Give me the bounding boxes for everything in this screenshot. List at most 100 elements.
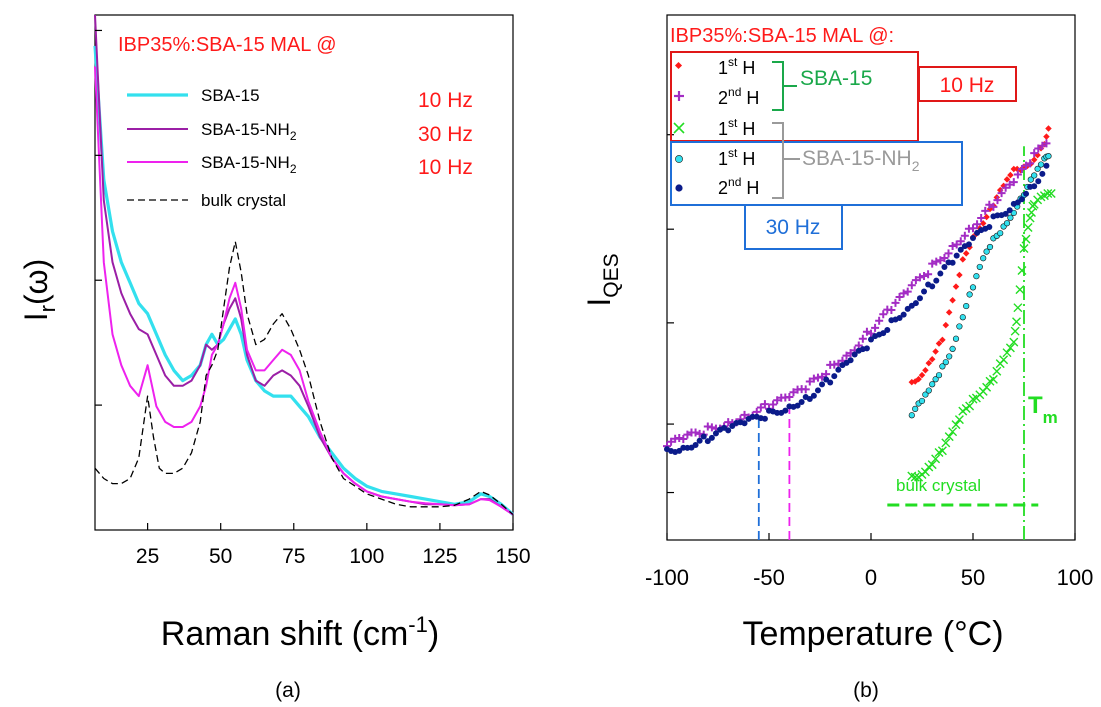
panel-b-point-series-4: [970, 234, 976, 241]
panel-b-point-series-1: [773, 396, 782, 405]
panel-b-point-series-4: [819, 381, 826, 388]
panel-b-point-series-1: [862, 327, 871, 336]
panel-b-point-series-1: [956, 237, 965, 246]
panel-b-point-series-1: [785, 393, 794, 402]
panel-b-point-series-0: [959, 256, 967, 263]
panel-b-point-series-1: [858, 334, 867, 343]
panel-b-point-series-1: [989, 202, 998, 211]
panel-b-point-series-2: [1012, 317, 1022, 327]
panel-b-x-tick-label: -50: [753, 565, 785, 590]
panel-b-point-series-4: [725, 427, 732, 434]
panel-b-point-series-2: [1029, 199, 1039, 209]
panel-b-point-series-4: [692, 442, 699, 449]
panel-b-point-series-1: [679, 435, 688, 444]
panel-b-point-series-4: [741, 420, 748, 427]
panel-b-point-series-3: [1037, 161, 1045, 168]
panel-b-point-series-4: [900, 311, 907, 318]
panel-b-point-series-2: [1021, 234, 1031, 244]
panel-b-point-series-2: [941, 438, 951, 448]
panel-a-x-tick-label: 150: [495, 545, 530, 568]
panel-b-point-series-2: [944, 432, 954, 442]
panel-b-point-series-1: [915, 273, 924, 282]
legend-marker-circle-cyan: [675, 155, 683, 163]
panel-b-point-series-3: [966, 291, 973, 298]
panel-b-point-series-2: [1002, 348, 1012, 358]
panel-b-point-series-4: [798, 398, 805, 405]
panel-b-point-series-0: [915, 375, 922, 383]
legend-marker-circle-navy: [675, 184, 683, 192]
panel-b-x-tick-label: -100: [645, 565, 689, 590]
panel-b-point-series-1: [944, 249, 953, 258]
panel-b-point-series-2: [948, 427, 958, 437]
panel-b-point-series-2: [1013, 303, 1023, 313]
panel-b-x-tick-label: 50: [961, 565, 985, 590]
bulk-crystal-label: bulk crystal: [896, 476, 981, 495]
legend-entry-2nd-h-nh2-30hz: 2nd H: [718, 175, 759, 198]
panel-b-point-series-3: [997, 230, 1004, 237]
panel-b-point-series-1: [667, 437, 676, 446]
panel-b-point-series-0: [1003, 176, 1011, 183]
legend-label-nh2-30hz: SBA-15-NH2: [201, 120, 297, 143]
panel-b-reference-lines: [757, 146, 1025, 540]
panel-b-point-series-1: [911, 276, 920, 285]
panel-b-point-series-3: [908, 412, 915, 419]
panel-a-x-tick-label: 50: [209, 545, 232, 568]
panel-b-point-series-2: [1009, 337, 1019, 347]
panel-b-point-series-4: [896, 315, 903, 322]
panel-b-point-series-0: [935, 340, 943, 347]
panel-b-point-series-4: [921, 288, 928, 295]
panel-b-header: IBP35%:SBA-15 MAL @:: [670, 25, 894, 47]
panel-b-point-series-4: [863, 345, 870, 352]
panel-b-point-series-0: [962, 250, 970, 257]
panel-a-x-tick-label: 125: [422, 545, 457, 568]
panel-a-x-tick-label: 100: [349, 545, 384, 568]
legend-marker-plus: [674, 91, 684, 101]
panel-b-point-series-1: [948, 241, 957, 250]
bracket-nh2: [772, 122, 800, 199]
panel-b-point-series-0: [928, 356, 936, 363]
panel-b-point-series-1: [932, 257, 941, 266]
panel-b-point-series-4: [831, 373, 838, 380]
panel-b-point-series-2: [954, 415, 964, 425]
panel-b-point-series-4: [1023, 190, 1030, 197]
group-label-nh2: SBA-15-NH2: [802, 147, 920, 174]
legend-freq-nh2-10hz: 10 Hz: [418, 156, 473, 179]
panel-b-point-series-1: [842, 351, 851, 360]
panel-a-curve-0: [93, 45, 515, 516]
panel-b-point-series-4: [1035, 178, 1042, 185]
panel-b-point-series-1: [952, 240, 961, 249]
panel-b-point-series-4: [827, 379, 834, 386]
panel-a-curves: [93, 14, 515, 516]
panel-b-point-series-2: [927, 460, 937, 470]
legend-label-bulk: bulk crystal: [201, 191, 286, 210]
panel-b-point-series-3: [912, 405, 919, 412]
panel-b-point-series-1: [903, 287, 912, 296]
panel-b-point-series-4: [712, 430, 719, 437]
freq-box-10hz: [918, 66, 1017, 102]
panel-b-point-series-1: [899, 289, 908, 298]
panel-b-point-series-1: [920, 272, 929, 281]
panel-b-point-series-1: [724, 418, 733, 427]
bracket-sba15: [772, 61, 797, 111]
panel-b-point-series-3: [946, 353, 953, 360]
panel-b-point-series-0: [932, 348, 939, 355]
legend-entry-1st-h-nh2-30hz: 1st H: [718, 146, 755, 169]
panel-b-x-axis-label: Temperature (°C): [742, 615, 1003, 653]
panel-b-point-series-2: [920, 467, 930, 477]
panel-b-point-series-4: [937, 270, 944, 277]
tm-label: Tm: [1028, 392, 1058, 427]
panel-b-point-series-1: [769, 400, 778, 409]
panel-b-point-series-1: [756, 403, 765, 412]
legend-marker-cross: [673, 122, 685, 134]
panel-b-point-series-1: [875, 316, 884, 325]
panel-b-point-series-3: [959, 314, 966, 321]
panel-b-point-series-2: [1023, 222, 1033, 232]
panel-b-point-series-3: [956, 323, 963, 330]
panel-b-point-series-4: [1002, 210, 1009, 217]
panel-b-point-series-1: [977, 213, 986, 222]
panel-a-y-axis-label: Ir(ω): [18, 259, 60, 322]
panel-b-point-series-3: [1007, 214, 1014, 221]
panel-b-point-series-2: [988, 374, 998, 384]
panel-b-point-series-4: [729, 423, 736, 430]
panel-b-point-series-1: [707, 423, 716, 432]
